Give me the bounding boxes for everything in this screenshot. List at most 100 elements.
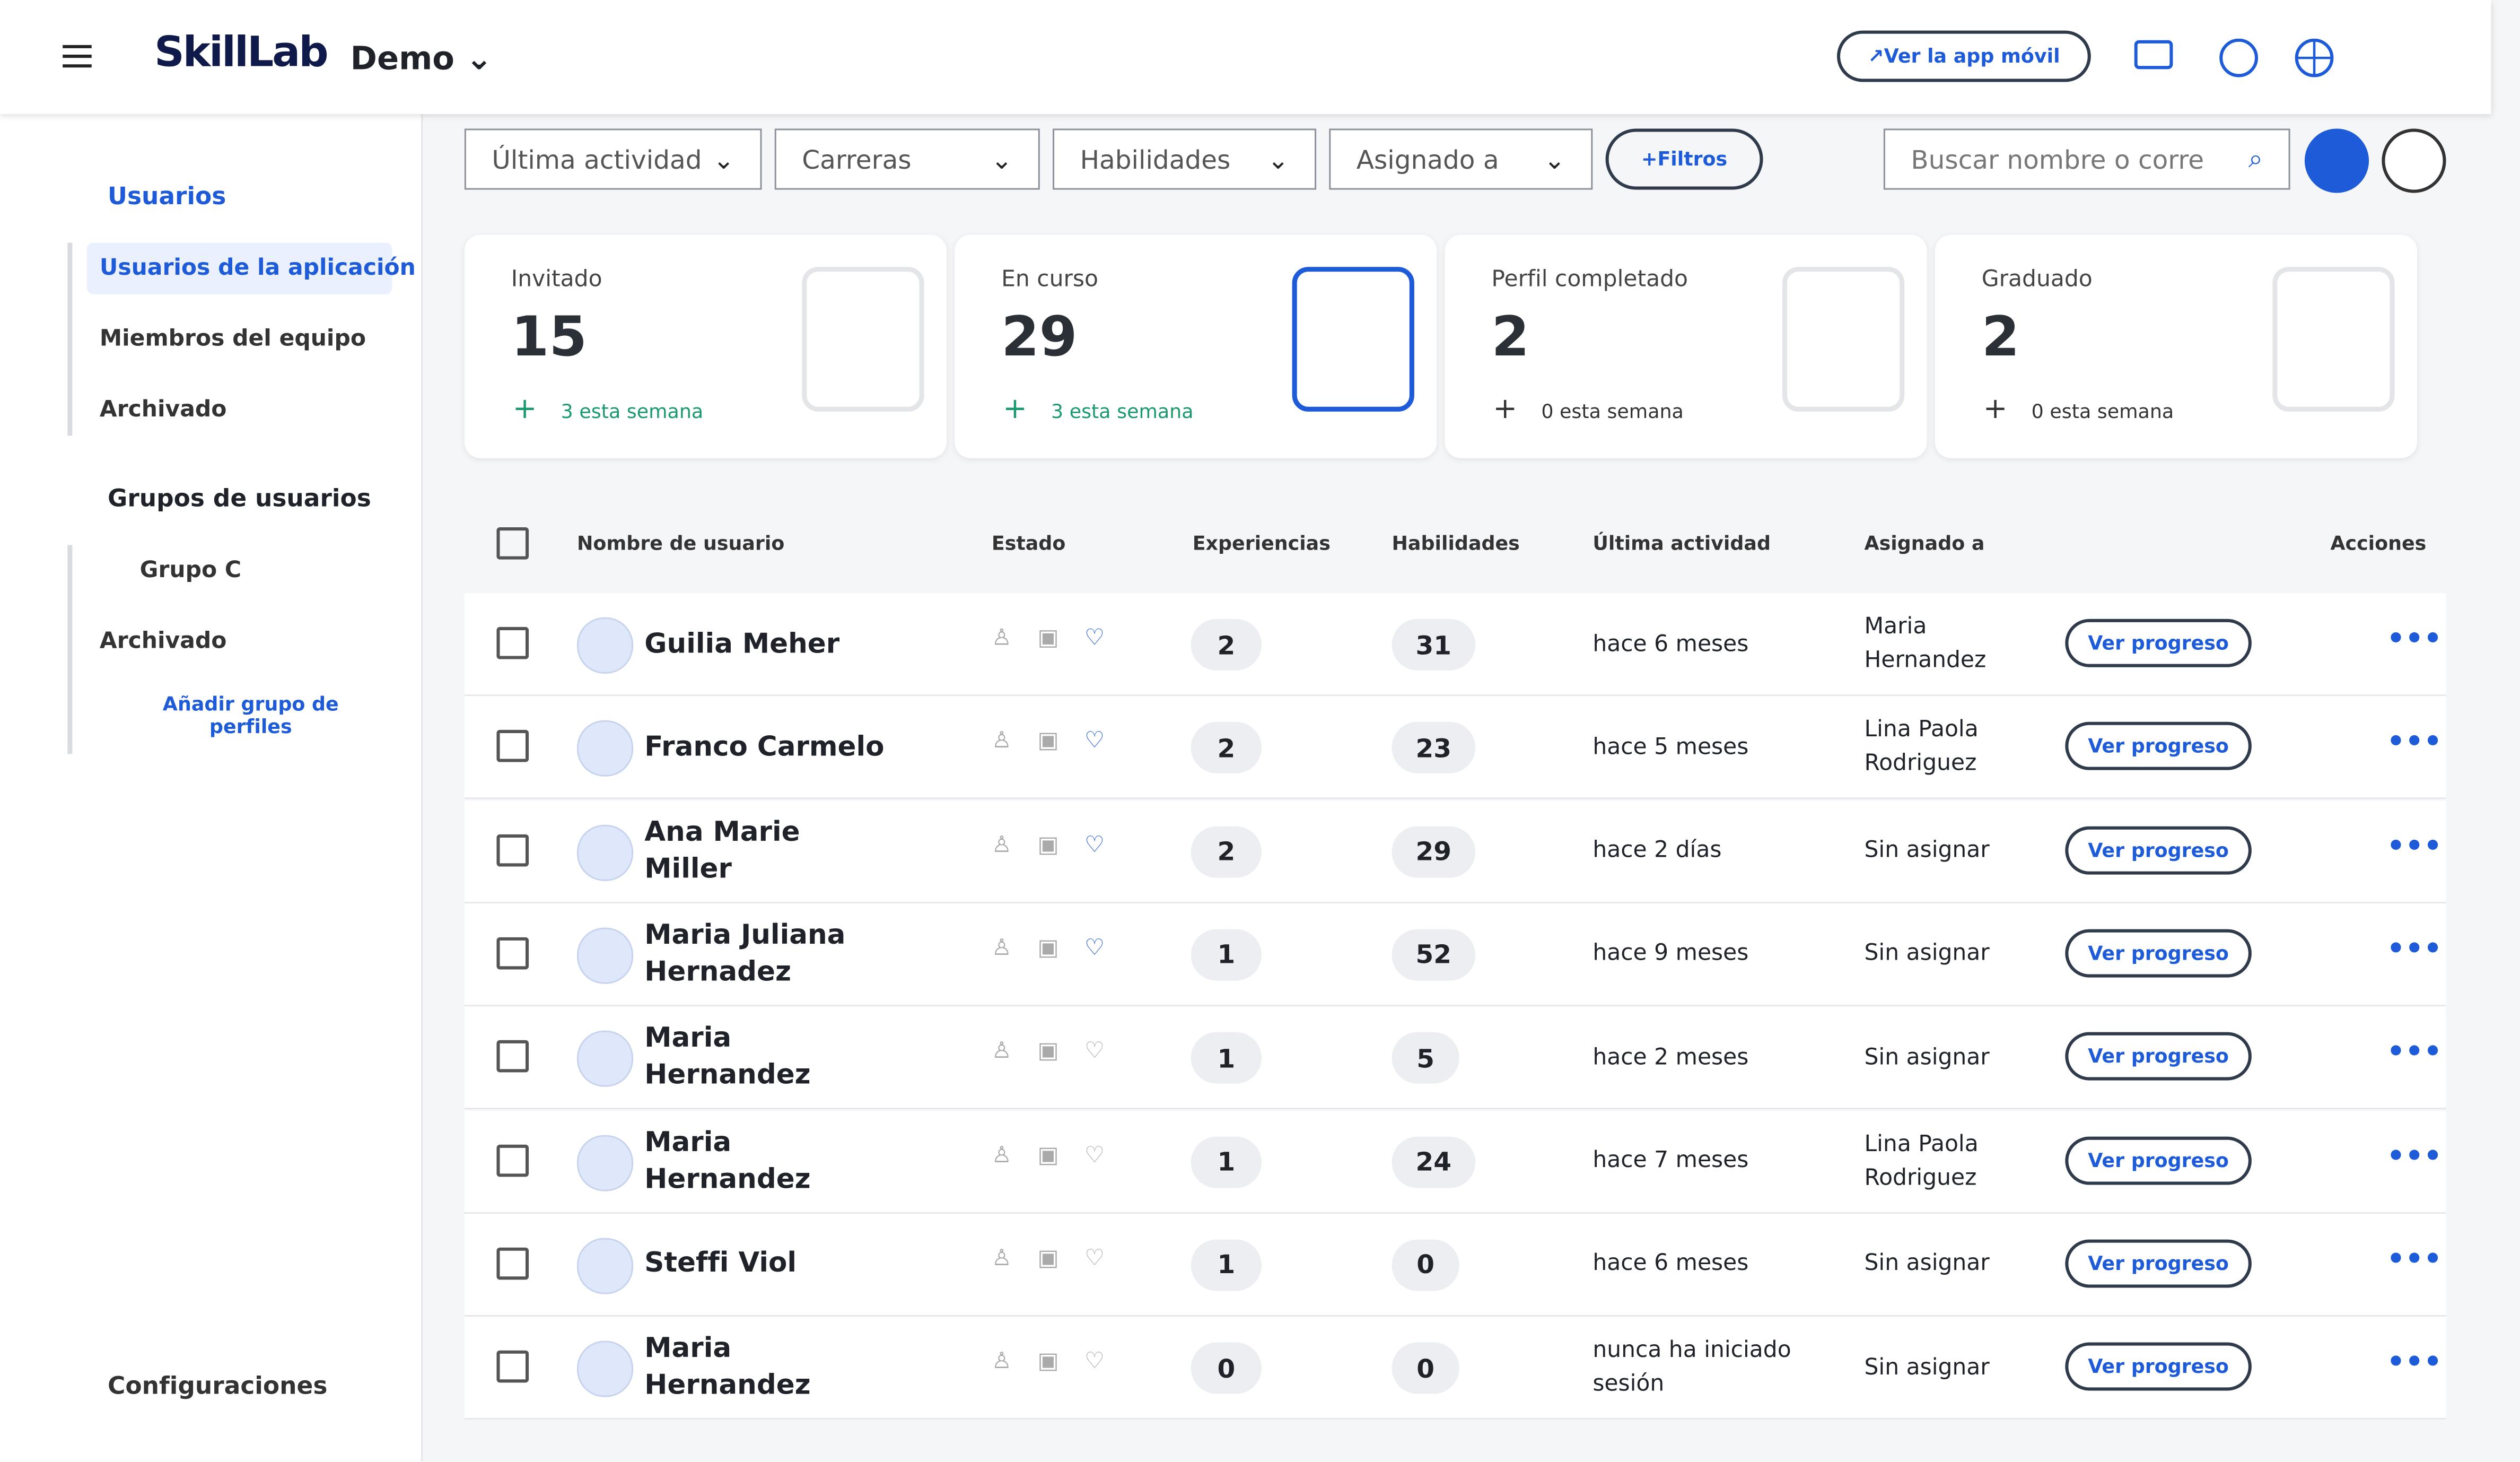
view-progress-label: Ver progreso <box>2088 1148 2229 1171</box>
filter-dropdown[interactable]: Última actividad ⌄ <box>464 128 762 190</box>
assigned-to: Sin asignar <box>1864 838 1990 864</box>
add-group[interactable]: Añadir grupo de perfiles <box>162 693 339 738</box>
column-header: Nombre de usuario <box>576 532 785 555</box>
stat-illustration <box>1292 267 1414 412</box>
user-name[interactable]: Steffi Viol <box>644 1248 797 1281</box>
table-row[interactable]: Guilia Meher ♙▣♡ 2 31 hace 6 meses Maria Hern… <box>464 593 2446 697</box>
row-checkbox[interactable] <box>496 937 529 970</box>
column-header[interactable]: Experiencias <box>1192 532 1331 555</box>
view-progress-label: Ver progreso <box>2088 735 2229 758</box>
skills: 29 <box>1392 825 1476 877</box>
chevron: ⌄ <box>1544 144 1565 175</box>
row-menu[interactable]: ••• <box>2386 829 2443 863</box>
header-icons[interactable] <box>2134 38 2376 77</box>
experiences: 1 <box>1191 1136 1262 1188</box>
view-progress-button[interactable]: Ver progreso <box>2065 929 2252 978</box>
stat-card[interactable]: Graduado 2 0 esta semana + <box>1935 234 2418 458</box>
row-menu[interactable]: ••• <box>2386 932 2443 967</box>
groups-section[interactable]: Grupos de usuarios <box>108 484 371 513</box>
assigned-to: Lina Paola Rodriguez <box>1864 1131 1979 1191</box>
row-menu[interactable]: ••• <box>2386 1035 2443 1069</box>
avatar <box>576 1341 634 1397</box>
row-checkbox[interactable] <box>496 626 529 659</box>
card-view-toggle[interactable] <box>2382 128 2446 193</box>
group-item[interactable]: Grupo C <box>139 558 242 584</box>
row-menu[interactable]: ••• <box>2386 622 2443 656</box>
stat-illustration <box>1782 267 1905 412</box>
row-checkbox[interactable] <box>496 1350 529 1383</box>
sidebar-link[interactable]: Miembros del equipo <box>99 326 366 352</box>
experiences: 2 <box>1191 722 1262 774</box>
user-name[interactable]: Maria Hernandez <box>644 1023 811 1092</box>
view-progress-button[interactable]: Ver progreso <box>2065 722 2252 771</box>
last-activity: hace 2 meses <box>1592 1044 1749 1071</box>
table-row[interactable]: Maria Juliana Hernadez ♙▣♡ 1 52 hace 9 meses… <box>464 903 2446 1006</box>
avatar <box>576 927 634 984</box>
experiences: 1 <box>1191 1032 1262 1084</box>
row-checkbox[interactable] <box>496 1144 529 1176</box>
stat-card[interactable]: Invitado 15 3 esta semana + <box>464 234 947 458</box>
filter-label: Asignado a <box>1356 144 1499 175</box>
table-row[interactable]: Franco Carmelo ♙▣♡ 2 23 hace 5 meses Lina Pao… <box>464 697 2446 800</box>
filter-label: Última actividad <box>492 144 702 175</box>
user-name[interactable]: Guilia Meher <box>644 628 840 660</box>
row-checkbox[interactable] <box>496 833 529 866</box>
org-selector[interactable]: Demo ⌄ <box>350 38 493 77</box>
view-progress-button[interactable]: Ver progreso <box>2065 1032 2252 1081</box>
menu-icon[interactable] <box>61 43 93 69</box>
view-progress-button[interactable]: Ver progreso <box>2065 825 2252 874</box>
chevron: ⌄ <box>1267 144 1289 175</box>
view-progress-label: Ver progreso <box>2088 1355 2229 1378</box>
assigned-to: Maria Hernandez <box>1864 614 1987 674</box>
select-all[interactable] <box>496 527 529 560</box>
view-progress-button[interactable]: Ver progreso <box>2065 1136 2252 1185</box>
user-name[interactable]: Maria Juliana Hernadez <box>644 919 846 989</box>
row-menu[interactable]: ••• <box>2386 1345 2443 1380</box>
filter-dropdown[interactable]: Asignado a ⌄ <box>1329 128 1593 190</box>
table-row[interactable]: Maria Hernandez ♙▣♡ 1 24 hace 7 meses Lina Pa… <box>464 1110 2446 1213</box>
row-checkbox[interactable] <box>496 1040 529 1073</box>
last-activity: hace 5 meses <box>1592 734 1749 760</box>
avatar <box>576 824 634 881</box>
user-name[interactable]: Franco Carmelo <box>644 731 885 763</box>
group-item[interactable]: Archivado <box>99 628 227 655</box>
table-row[interactable]: Maria Hernandez ♙▣♡ 1 5 hace 2 meses Sin asig… <box>464 1006 2446 1110</box>
column-header: Acciones <box>2330 532 2427 555</box>
stat-illustration <box>2272 267 2395 412</box>
table-row[interactable]: Ana Marie Miller ♙▣♡ 2 29 hace 2 días Sin asi… <box>464 800 2446 903</box>
assigned-to: Sin asignar <box>1864 1354 1990 1381</box>
table-row[interactable]: Maria Hernandez ♙▣♡ 0 0 nunca ha iniciado se… <box>464 1317 2446 1420</box>
search-box[interactable]: Buscar nombre o corre ⌕ <box>1883 128 2290 190</box>
row-menu[interactable]: ••• <box>2386 1139 2443 1173</box>
status-icons: ♙▣♡ <box>991 728 1131 755</box>
filter-dropdown[interactable]: Habilidades ⌄ <box>1053 128 1317 190</box>
user-name[interactable]: Maria Hernandez <box>644 1126 811 1196</box>
user-name[interactable]: Maria Hernandez <box>644 1333 811 1402</box>
stat-card[interactable]: Perfil completado 2 0 esta semana + <box>1445 234 1927 458</box>
settings-link[interactable]: Configuraciones <box>108 1371 328 1400</box>
filter-dropdown[interactable]: Carreras ⌄ <box>774 128 1040 190</box>
row-checkbox[interactable] <box>496 730 529 763</box>
column-header: Última actividad <box>1592 532 1771 555</box>
sidebar-link[interactable]: Usuarios de la aplicación <box>99 255 416 282</box>
user-name[interactable]: Ana Marie Miller <box>644 816 800 885</box>
view-progress-button[interactable]: Ver progreso <box>2065 619 2252 667</box>
mobile-app-button[interactable]: ↗ Ver la app móvil <box>1836 30 2091 82</box>
status-icons: ♙▣♡ <box>991 935 1131 961</box>
row-checkbox[interactable] <box>496 1247 529 1280</box>
row-menu[interactable]: ••• <box>2386 725 2443 760</box>
plus-icon: + <box>512 392 537 427</box>
stat-weekly: 3 esta semana <box>1051 400 1194 423</box>
view-progress-button[interactable]: Ver progreso <box>2065 1239 2252 1287</box>
users-section[interactable]: Usuarios <box>108 181 226 211</box>
brand[interactable]: SkillLab <box>154 29 329 77</box>
filters-button[interactable]: + Filtros <box>1605 128 1763 190</box>
view-progress-button[interactable]: Ver progreso <box>2065 1342 2252 1391</box>
stat-card[interactable]: En curso 29 3 esta semana + <box>955 234 1437 458</box>
row-menu[interactable]: ••• <box>2386 1242 2443 1276</box>
last-activity: hace 2 días <box>1592 838 1722 864</box>
table-row[interactable]: Steffi Viol ♙▣♡ 1 0 hace 6 meses Sin asignar V… <box>464 1213 2446 1317</box>
sidebar-link[interactable]: Archivado <box>99 397 227 423</box>
list-view-toggle[interactable] <box>2304 128 2369 193</box>
